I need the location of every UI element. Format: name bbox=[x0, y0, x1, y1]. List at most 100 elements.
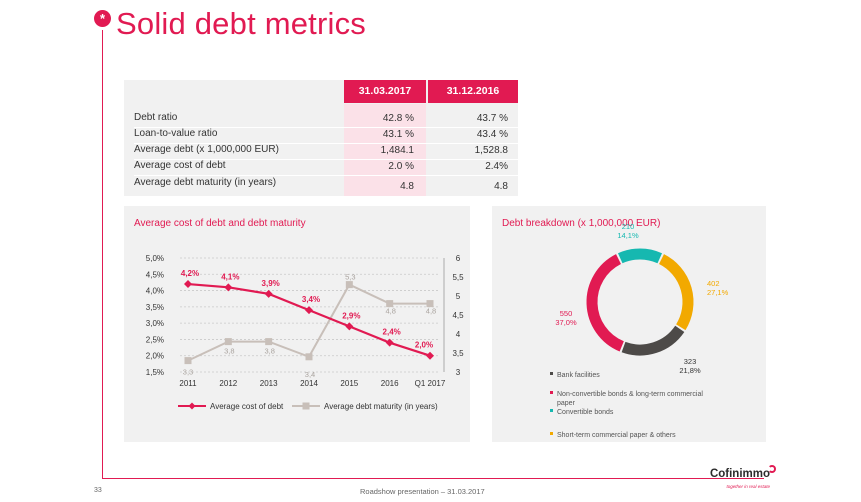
x-tick-label: 2013 bbox=[260, 379, 278, 388]
header-date-1: 31.03.2017 bbox=[344, 80, 426, 103]
table-row: Average debt maturity (in years) 4.8 4.8 bbox=[134, 176, 518, 192]
cost-point bbox=[305, 306, 313, 315]
table-row: Average debt (x 1,000,000 EUR) 1,484.1 1… bbox=[134, 143, 518, 159]
slice-percent-label: 27,1% bbox=[707, 288, 729, 297]
row-label: Average debt maturity (in years) bbox=[134, 177, 277, 188]
maturity-point bbox=[426, 300, 434, 308]
row-value-current: 4.8 bbox=[400, 181, 414, 192]
donut-slice bbox=[621, 325, 685, 356]
cost-point bbox=[184, 280, 192, 289]
cost-maturity-chart-panel: Average cost of debt and debt maturity 1… bbox=[124, 206, 470, 442]
y-tick-right: 6 bbox=[456, 254, 461, 263]
maturity-data-label: 3,8 bbox=[224, 347, 234, 356]
cost-point bbox=[385, 338, 394, 347]
legend-label: Non-convertible bonds & long-term commer… bbox=[557, 391, 703, 398]
row-label: Average debt (x 1,000,000 EUR) bbox=[134, 144, 279, 155]
legend-cost-marker bbox=[188, 402, 196, 410]
row-value-current: 2.0 % bbox=[388, 161, 414, 172]
row-separator bbox=[134, 159, 518, 160]
header-date-2: 31.12.2016 bbox=[428, 80, 518, 103]
cost-data-label: 2,4% bbox=[383, 328, 401, 337]
row-separator bbox=[134, 143, 518, 144]
row-separator bbox=[134, 127, 518, 128]
slice-percent-label: 21,8% bbox=[679, 366, 701, 375]
row-value-previous: 1,528.8 bbox=[474, 145, 508, 156]
cofinimmo-logo: Cofinimmo together in real estate bbox=[700, 465, 776, 493]
y-tick-left: 5,0% bbox=[146, 254, 164, 263]
x-tick-label: 2011 bbox=[179, 379, 197, 388]
page-number: 33 bbox=[94, 487, 102, 494]
y-tick-left: 4,0% bbox=[146, 287, 164, 296]
row-value-current: 43.1 % bbox=[382, 129, 414, 140]
maturity-data-label: 3,3 bbox=[183, 368, 193, 377]
accent-horizontal-line bbox=[102, 478, 764, 479]
legend-label: Convertible bonds bbox=[557, 409, 614, 416]
cost-point bbox=[426, 351, 434, 360]
footer-text: Roadshow presentation – 31.03.2017 bbox=[360, 487, 485, 496]
legend-swatch bbox=[550, 409, 553, 412]
row-separator bbox=[134, 175, 518, 176]
cost-data-label: 4,2% bbox=[181, 269, 199, 278]
cost-data-label: 3,9% bbox=[262, 279, 280, 288]
legend-label-cont: paper bbox=[557, 400, 576, 407]
row-value-previous: 2.4% bbox=[485, 161, 508, 172]
maturity-data-label: 5,3 bbox=[345, 273, 355, 282]
maturity-data-label: 3,8 bbox=[264, 347, 274, 356]
legend-label: Bank facilities bbox=[557, 372, 600, 379]
slice-percent-label: 37,0% bbox=[555, 318, 577, 327]
row-label: Debt ratio bbox=[134, 112, 178, 123]
y-tick-right: 3,5 bbox=[452, 349, 464, 358]
legend-swatch bbox=[550, 432, 553, 435]
cost-data-label: 3,4% bbox=[302, 295, 320, 304]
maturity-data-label: 3,4 bbox=[305, 370, 315, 379]
x-tick-label: 2016 bbox=[381, 379, 399, 388]
y-tick-right: 3 bbox=[456, 368, 461, 377]
slice-value-label: 210 bbox=[622, 222, 635, 231]
cost-data-label: 4,1% bbox=[221, 272, 239, 281]
accent-vertical-line bbox=[102, 30, 103, 479]
legend-label: Short-term commercial paper & others bbox=[557, 432, 676, 439]
slice-value-label: 323 bbox=[684, 357, 697, 366]
line-chart: 1,5% 2,0% 2,5% 3,0% 3,5% 4,0% 4,5% 5,0% 3 3,5 4 4,5… bbox=[146, 254, 464, 411]
y-tick-left: 3,0% bbox=[146, 319, 164, 328]
y-tick-right: 4,5 bbox=[452, 311, 464, 320]
maturity-point bbox=[224, 338, 232, 346]
row-value-current: 42.8 % bbox=[382, 113, 414, 124]
legend-swatch bbox=[550, 391, 553, 394]
line-chart-title: Average cost of debt and debt maturity bbox=[134, 218, 306, 229]
legend-maturity-label: Average debt maturity (in years) bbox=[324, 402, 438, 411]
cost-point bbox=[264, 289, 273, 298]
legend-swatch bbox=[550, 372, 553, 375]
y-tick-left: 1,5% bbox=[146, 368, 164, 377]
metrics-table: 31.03.2017 31.12.2016 Debt ratio 42.8 % … bbox=[124, 80, 518, 196]
title-bullet-icon: * bbox=[94, 10, 111, 27]
donut-chart-title: Debt breakdown (x 1,000,000 EUR) bbox=[502, 218, 661, 229]
maturity-point bbox=[184, 357, 192, 365]
maturity-point bbox=[305, 353, 313, 361]
row-label: Loan-to-value ratio bbox=[134, 128, 218, 139]
maturity-point bbox=[386, 300, 394, 308]
maturity-data-label: 4,8 bbox=[385, 307, 395, 316]
row-value-previous: 43.7 % bbox=[476, 113, 508, 124]
maturity-point bbox=[345, 281, 353, 289]
cost-point bbox=[224, 283, 233, 292]
legend-cost-label: Average cost of debt bbox=[210, 402, 284, 411]
cost-point bbox=[345, 322, 354, 331]
y-tick-left: 3,5% bbox=[146, 303, 164, 312]
x-tick-label: Q1 2017 bbox=[415, 379, 446, 388]
cost-data-label: 2,0% bbox=[415, 341, 433, 350]
current-column-highlight bbox=[344, 104, 426, 196]
legend-maturity-marker bbox=[302, 402, 310, 410]
row-value-current: 1,484.1 bbox=[380, 145, 414, 156]
y-tick-right: 5,5 bbox=[452, 273, 464, 282]
x-tick-label: 2014 bbox=[300, 379, 318, 388]
logo-mark-icon bbox=[768, 465, 776, 473]
logo-name: Cofinimmo bbox=[709, 468, 770, 480]
table-row: Loan-to-value ratio 43.1 % 43.4 % bbox=[134, 127, 518, 143]
donut-slice bbox=[617, 248, 663, 264]
maturity-data-label: 4,8 bbox=[426, 307, 436, 316]
table-row: Debt ratio 42.8 % 43.7 % bbox=[134, 111, 518, 127]
y-tick-right: 4 bbox=[456, 330, 461, 339]
logo-tagline: together in real estate bbox=[726, 484, 770, 489]
